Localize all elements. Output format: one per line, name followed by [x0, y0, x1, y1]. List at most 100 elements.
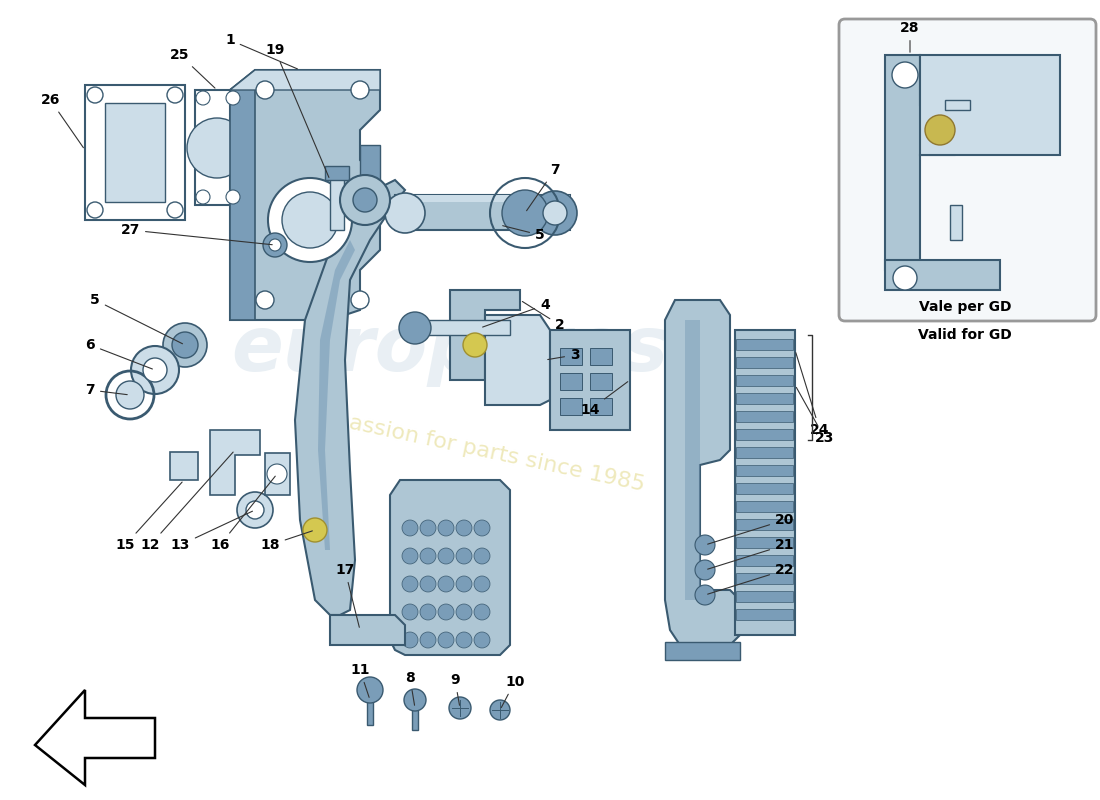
- Circle shape: [892, 62, 918, 88]
- Bar: [736, 537, 793, 548]
- Circle shape: [246, 501, 264, 519]
- Polygon shape: [485, 315, 550, 405]
- Circle shape: [695, 535, 715, 555]
- Circle shape: [167, 87, 183, 103]
- Circle shape: [402, 548, 418, 564]
- Circle shape: [172, 332, 198, 358]
- Circle shape: [399, 312, 431, 344]
- Text: 3: 3: [548, 348, 580, 362]
- Circle shape: [420, 520, 436, 536]
- Bar: [736, 429, 793, 440]
- Circle shape: [474, 576, 490, 592]
- Bar: [736, 591, 793, 602]
- Circle shape: [474, 632, 490, 648]
- Circle shape: [438, 576, 454, 592]
- Bar: [330, 175, 344, 230]
- Circle shape: [196, 190, 210, 204]
- Polygon shape: [35, 690, 155, 785]
- Circle shape: [87, 87, 103, 103]
- Polygon shape: [390, 480, 510, 655]
- Polygon shape: [450, 290, 520, 380]
- Text: 1: 1: [226, 33, 297, 69]
- Polygon shape: [230, 70, 255, 320]
- Polygon shape: [550, 330, 630, 430]
- Text: 11: 11: [350, 663, 370, 698]
- Circle shape: [474, 548, 490, 564]
- Text: 5: 5: [503, 226, 544, 242]
- Circle shape: [226, 190, 240, 204]
- Bar: [736, 609, 793, 620]
- Text: 28: 28: [900, 21, 920, 52]
- Circle shape: [270, 239, 280, 251]
- Circle shape: [534, 191, 578, 235]
- Bar: [736, 393, 793, 404]
- Circle shape: [402, 576, 418, 592]
- Text: 7: 7: [527, 163, 560, 210]
- Bar: [324, 166, 349, 180]
- Bar: [367, 687, 373, 725]
- Polygon shape: [886, 260, 1000, 290]
- Circle shape: [116, 381, 144, 409]
- Circle shape: [695, 560, 715, 580]
- Circle shape: [502, 190, 548, 236]
- Polygon shape: [395, 195, 570, 230]
- Text: 10: 10: [502, 675, 525, 707]
- Circle shape: [404, 689, 426, 711]
- Text: 22: 22: [707, 563, 794, 594]
- Bar: [736, 411, 793, 422]
- Bar: [945, 100, 970, 110]
- Text: 24: 24: [795, 353, 829, 437]
- Circle shape: [449, 697, 471, 719]
- Bar: [736, 447, 793, 458]
- Circle shape: [463, 333, 487, 357]
- Circle shape: [236, 492, 273, 528]
- Bar: [736, 573, 793, 584]
- Text: 15: 15: [116, 482, 183, 552]
- Bar: [736, 501, 793, 512]
- Bar: [560, 373, 582, 390]
- Circle shape: [87, 202, 103, 218]
- Circle shape: [268, 178, 352, 262]
- Polygon shape: [395, 195, 570, 202]
- Text: a passion for parts since 1985: a passion for parts since 1985: [314, 405, 647, 495]
- Text: 7: 7: [86, 383, 128, 397]
- Circle shape: [438, 520, 454, 536]
- Polygon shape: [85, 85, 185, 220]
- Circle shape: [351, 291, 369, 309]
- Text: 4: 4: [483, 298, 550, 327]
- Bar: [950, 205, 962, 240]
- Text: 14: 14: [580, 382, 628, 417]
- Bar: [736, 375, 793, 386]
- Circle shape: [143, 358, 167, 382]
- Circle shape: [256, 291, 274, 309]
- Circle shape: [490, 700, 510, 720]
- Circle shape: [438, 632, 454, 648]
- Polygon shape: [210, 430, 260, 495]
- Circle shape: [263, 233, 287, 257]
- Circle shape: [163, 323, 207, 367]
- Circle shape: [456, 604, 472, 620]
- Polygon shape: [230, 70, 380, 90]
- Bar: [666, 642, 740, 660]
- Polygon shape: [318, 240, 355, 550]
- Text: Vale per GD: Vale per GD: [918, 300, 1011, 314]
- Polygon shape: [666, 300, 740, 645]
- FancyBboxPatch shape: [839, 19, 1096, 321]
- Text: 9: 9: [450, 673, 460, 706]
- Polygon shape: [685, 320, 700, 600]
- Circle shape: [893, 266, 917, 290]
- Bar: [415, 320, 510, 335]
- Bar: [360, 145, 379, 205]
- Bar: [265, 453, 290, 495]
- Circle shape: [420, 576, 436, 592]
- Text: europares: europares: [231, 313, 669, 387]
- Text: 18: 18: [261, 531, 312, 552]
- Circle shape: [358, 677, 383, 703]
- Text: 2: 2: [522, 302, 564, 332]
- Text: Valid for GD: Valid for GD: [918, 328, 1012, 342]
- Circle shape: [420, 604, 436, 620]
- Text: 5: 5: [90, 293, 183, 344]
- Text: 27: 27: [121, 223, 272, 245]
- Text: 8: 8: [405, 671, 415, 706]
- Polygon shape: [195, 90, 240, 205]
